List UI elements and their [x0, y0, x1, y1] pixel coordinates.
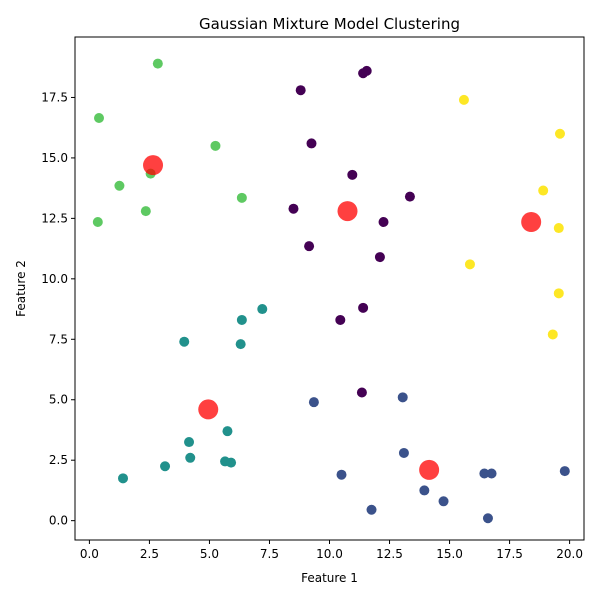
data-point [397, 392, 408, 403]
data-point [235, 339, 246, 350]
centroid-marker [337, 201, 358, 222]
data-point [94, 113, 105, 124]
y-tick-label: 2.5 [49, 453, 68, 467]
data-point [295, 85, 306, 96]
data-point [236, 314, 247, 325]
x-tick-label: 5.0 [200, 547, 219, 561]
data-point [378, 216, 389, 227]
data-point [458, 94, 469, 105]
data-point [306, 138, 317, 149]
centroid-marker [143, 155, 164, 176]
x-tick-label: 12.5 [376, 547, 403, 561]
x-axis-label: Feature 1 [301, 571, 358, 585]
x-tick-label: 2.5 [140, 547, 159, 561]
data-point [152, 58, 163, 69]
data-point [308, 397, 319, 408]
x-tick-label: 7.5 [260, 547, 279, 561]
data-point [404, 191, 415, 202]
data-point [374, 252, 385, 263]
data-point [226, 457, 237, 468]
chart-title: Gaussian Mixture Model Clustering [199, 15, 460, 33]
x-tick-label: 10.0 [316, 547, 343, 561]
y-tick-label: 5.0 [49, 393, 68, 407]
data-point [304, 241, 315, 252]
data-point [361, 65, 372, 76]
data-point [358, 302, 369, 313]
x-tick-label: 20.0 [556, 547, 583, 561]
data-point [114, 180, 125, 191]
data-point [559, 466, 570, 477]
data-point [464, 259, 475, 270]
data-point [479, 468, 490, 479]
data-point [366, 504, 377, 515]
y-tick-label: 17.5 [41, 90, 68, 104]
x-tick-label: 0.0 [80, 547, 99, 561]
data-point [419, 485, 430, 496]
data-point [438, 496, 449, 507]
data-point [356, 387, 367, 398]
data-point [236, 192, 247, 203]
data-point [184, 437, 195, 448]
data-point [547, 329, 558, 340]
data-point [92, 216, 103, 227]
centroid-marker [521, 211, 542, 232]
data-point [210, 140, 221, 151]
y-tick-label: 0.0 [49, 514, 68, 528]
data-point [160, 461, 171, 472]
data-point [538, 185, 549, 196]
data-point [553, 223, 564, 234]
data-point [257, 304, 268, 315]
data-point [185, 452, 196, 463]
data-point [335, 314, 346, 325]
y-axis: 0.0 2.5 5.0 7.5 10.0 12.5 15.0 17.5 [41, 90, 75, 528]
data-point [179, 336, 190, 347]
data-point [486, 468, 497, 479]
x-axis: 0.0 2.5 5.0 7.5 10.0 12.5 15.0 17.5 20.0 [80, 540, 583, 561]
centroid-marker [419, 459, 440, 480]
data-point [222, 426, 233, 437]
x-tick-label: 15.0 [436, 547, 463, 561]
data-point [398, 447, 409, 458]
y-axis-label: Feature 2 [14, 260, 28, 317]
y-tick-label: 10.0 [41, 272, 68, 286]
data-point [336, 469, 347, 480]
data-point [118, 473, 129, 484]
y-tick-label: 7.5 [49, 332, 68, 346]
x-tick-label: 17.5 [496, 547, 523, 561]
y-tick-label: 12.5 [41, 211, 68, 225]
data-point [347, 169, 358, 180]
data-point [554, 128, 565, 139]
y-tick-label: 15.0 [41, 151, 68, 165]
plot-area [92, 58, 570, 524]
data-point [288, 203, 299, 214]
data-point [140, 206, 151, 217]
centroid-marker [198, 399, 219, 420]
data-point [553, 288, 564, 299]
data-point [482, 513, 493, 524]
